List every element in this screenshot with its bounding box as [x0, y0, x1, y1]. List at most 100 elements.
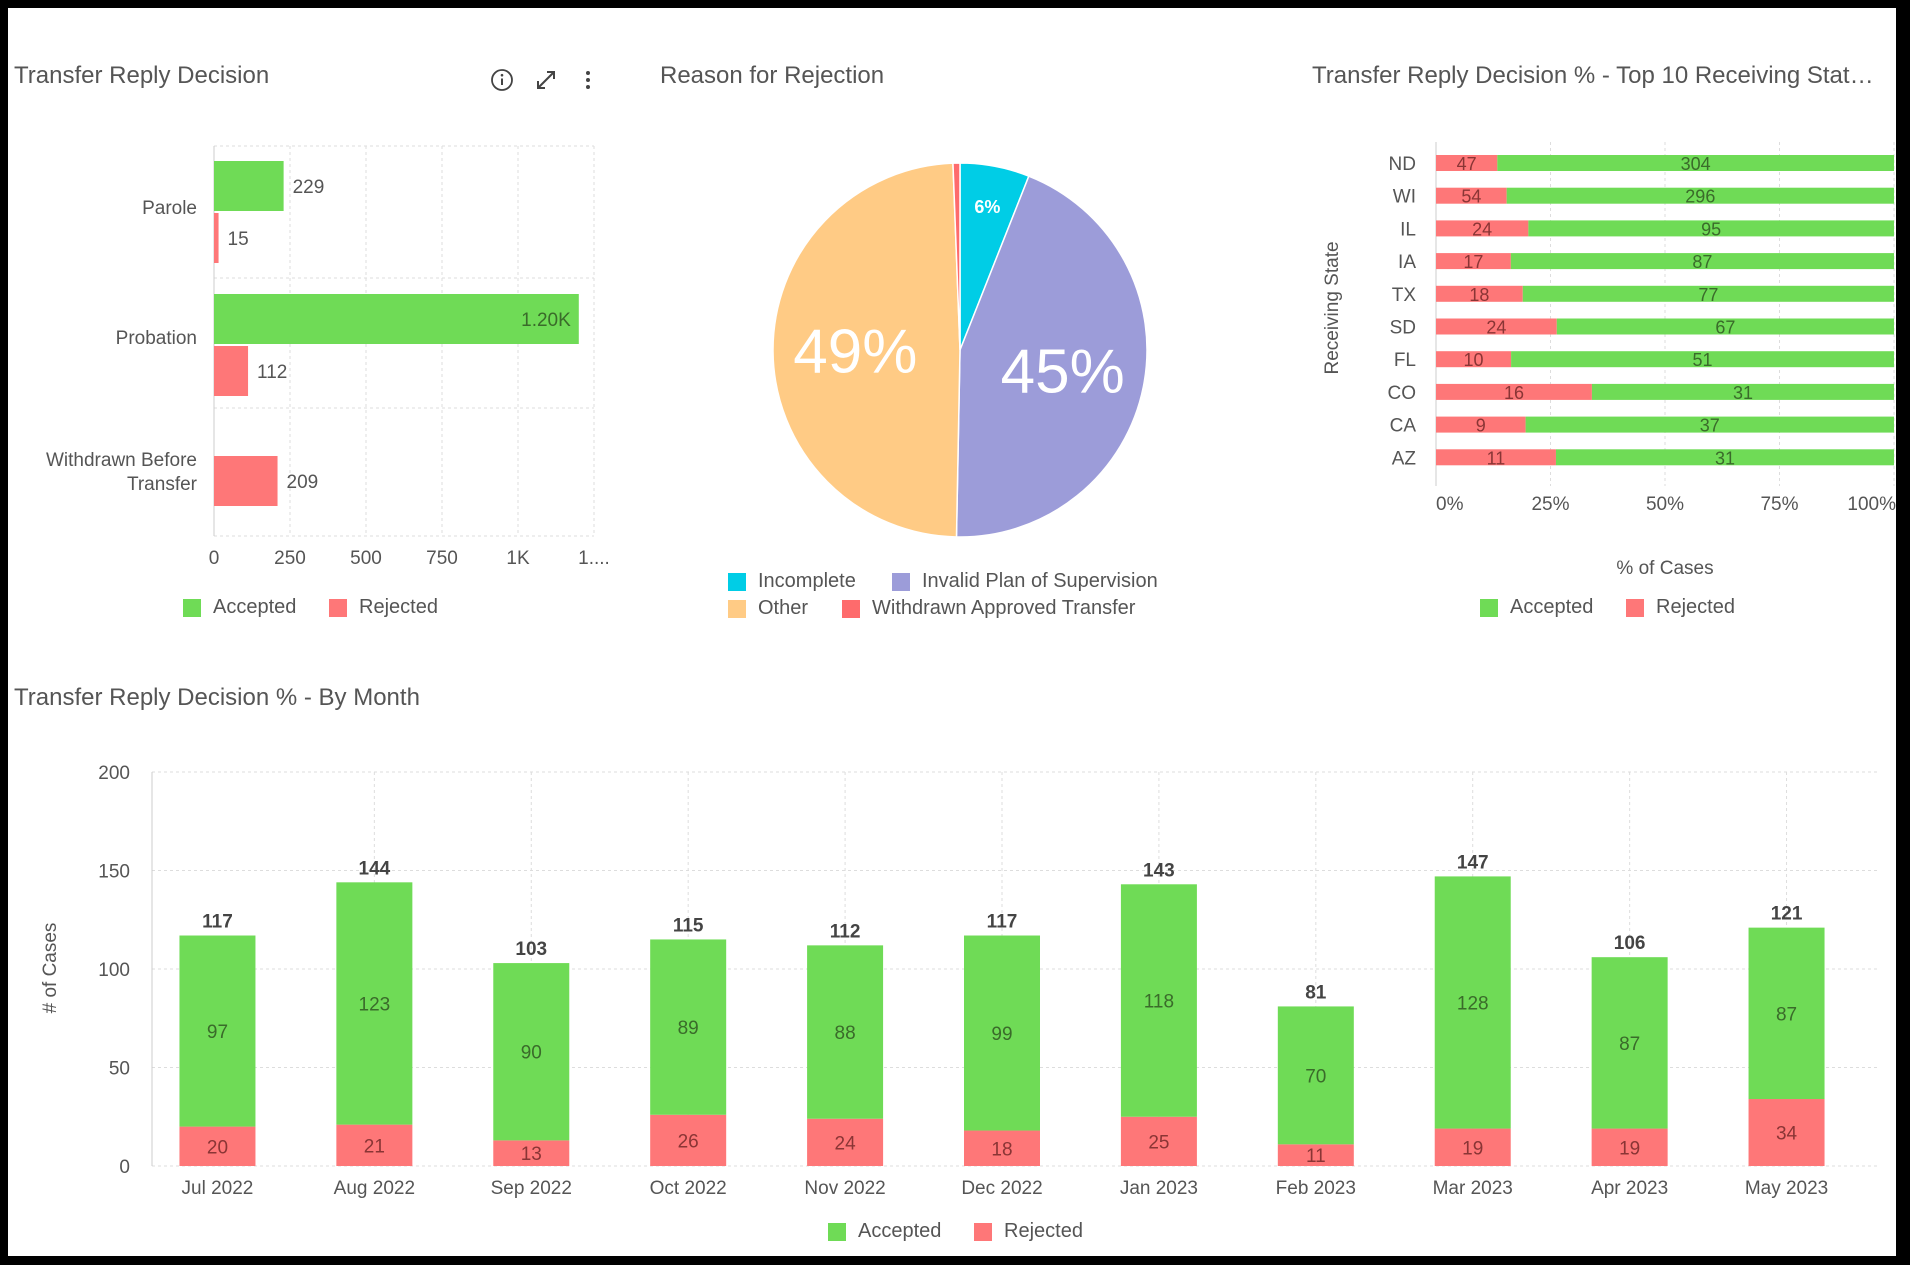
legend-invalid-plan[interactable]: Invalid Plan of Supervision — [892, 570, 1158, 593]
x-tick-label: 100% — [1847, 494, 1896, 515]
accepted-bar — [214, 161, 284, 211]
x-tick-label: Feb 2023 — [1276, 1178, 1356, 1199]
legend-label: Invalid Plan of Supervision — [922, 570, 1158, 593]
data-label: 229 — [293, 177, 325, 198]
withdrawn-swatch — [842, 600, 860, 618]
slice-label: 6% — [974, 197, 1000, 217]
x-tick-label: Jul 2022 — [182, 1178, 254, 1199]
data-label: 99 — [991, 1024, 1012, 1045]
data-label: 15 — [228, 229, 249, 250]
top-receiving-states-chart: 0% 25% 50% 75% 100%ND 47 304WI 54 296IL 24 95IA 17 8… — [1298, 108, 1896, 608]
data-label: 209 — [287, 472, 319, 493]
legend-rejected[interactable]: Rejected — [329, 596, 438, 619]
data-label: 9 — [1476, 416, 1486, 436]
data-label: 17 — [1463, 252, 1483, 272]
rejected-bar — [214, 213, 219, 263]
total-label: 117 — [202, 912, 233, 933]
rejected-bar — [214, 346, 248, 396]
state-label: WI — [1393, 187, 1416, 208]
total-label: 121 — [1771, 904, 1803, 925]
data-label: 16 — [1504, 383, 1524, 403]
panel-title: Transfer Reply Decision % - Top 10 Recei… — [1312, 62, 1884, 90]
data-label: 70 — [1305, 1066, 1326, 1087]
total-label: 112 — [830, 921, 861, 942]
total-label: 106 — [1614, 933, 1646, 954]
data-label: 18 — [1469, 285, 1489, 305]
legend-label: Withdrawn Approved Transfer — [872, 597, 1135, 620]
x-tick-label: Jan 2023 — [1120, 1178, 1198, 1199]
legend-label: Rejected — [1004, 1220, 1083, 1243]
data-label: 128 — [1457, 993, 1489, 1014]
state-label: IL — [1400, 219, 1416, 240]
legend-withdrawn-approved[interactable]: Withdrawn Approved Transfer — [842, 597, 1135, 620]
legend-incomplete[interactable]: Incomplete — [728, 570, 856, 593]
y-tick-label: 100 — [98, 960, 130, 981]
x-tick-label: Aug 2022 — [334, 1178, 415, 1199]
data-label: 13 — [521, 1144, 542, 1165]
x-tick-label: 1K — [506, 548, 530, 569]
chart-legend: Accepted Rejected — [1480, 596, 1860, 626]
category-label: Probation — [116, 328, 197, 349]
data-label: 89 — [678, 1018, 699, 1039]
invalid-swatch — [892, 573, 910, 591]
state-label: IA — [1398, 252, 1416, 273]
data-label: 24 — [835, 1133, 857, 1154]
x-tick-label: 0 — [209, 548, 220, 569]
data-label: 67 — [1715, 318, 1735, 338]
incomplete-swatch — [728, 573, 746, 591]
legend-accepted[interactable]: Accepted — [828, 1220, 941, 1243]
x-tick-label: May 2023 — [1745, 1178, 1828, 1199]
data-label: 87 — [1776, 1004, 1797, 1025]
legend-accepted[interactable]: Accepted — [183, 596, 296, 619]
x-tick-label: Mar 2023 — [1433, 1178, 1513, 1199]
data-label: 11 — [1487, 448, 1506, 468]
y-axis-title: Receiving State — [1322, 241, 1343, 374]
data-label: 54 — [1461, 187, 1481, 207]
legend-label: Accepted — [213, 596, 296, 619]
x-tick-label: Nov 2022 — [804, 1178, 885, 1199]
total-label: 144 — [359, 858, 391, 879]
panel-title: Reason for Rejection — [660, 62, 1220, 90]
x-tick-label: Sep 2022 — [491, 1178, 572, 1199]
state-label: CO — [1388, 383, 1417, 404]
rejected-bar — [214, 456, 278, 506]
legend-other[interactable]: Other — [728, 597, 808, 620]
data-label: 87 — [1619, 1034, 1640, 1055]
data-label: 51 — [1693, 350, 1713, 370]
rejected-swatch — [329, 599, 347, 617]
category-label: Parole — [142, 198, 197, 219]
total-label: 103 — [515, 939, 547, 960]
total-label: 143 — [1143, 860, 1175, 881]
x-tick-label: Dec 2022 — [961, 1178, 1042, 1199]
chart-legend: Accepted Rejected — [183, 596, 583, 626]
x-tick-label: 250 — [274, 548, 306, 569]
data-label: 24 — [1486, 318, 1506, 338]
reason-for-rejection-panel: Reason for Rejection 6% 45% 49% Incomplete… — [648, 8, 1268, 648]
legend-label: Accepted — [858, 1220, 941, 1243]
x-tick-label: 75% — [1760, 494, 1798, 515]
legend-rejected[interactable]: Rejected — [974, 1220, 1083, 1243]
data-label: 20 — [207, 1137, 228, 1158]
x-tick-label: 50% — [1646, 494, 1684, 515]
slice-label: 49% — [793, 318, 917, 387]
data-label: 88 — [835, 1023, 856, 1044]
legend-accepted[interactable]: Accepted — [1480, 596, 1593, 619]
legend-label: Rejected — [359, 596, 438, 619]
y-tick-label: 0 — [119, 1157, 130, 1178]
x-tick-label: 750 — [426, 548, 458, 569]
x-tick-label: 25% — [1531, 494, 1569, 515]
data-label: 1.20K — [521, 310, 571, 331]
legend-rejected[interactable]: Rejected — [1626, 596, 1735, 619]
data-label: 26 — [678, 1131, 699, 1152]
category-label: Withdrawn Before — [46, 450, 197, 471]
pie-legend: Incomplete Invalid Plan of Supervision O… — [728, 570, 1248, 630]
other-swatch — [728, 600, 746, 618]
x-tick-label: 1.... — [578, 548, 608, 569]
x-axis-title: % of Cases — [1616, 558, 1713, 579]
accepted-swatch — [828, 1223, 846, 1241]
total-label: 115 — [673, 915, 704, 936]
legend-label: Accepted — [1510, 596, 1593, 619]
reason-for-rejection-pie: 6%45%49% — [648, 108, 1268, 578]
state-label: TX — [1392, 285, 1417, 306]
data-label: 47 — [1457, 154, 1477, 174]
